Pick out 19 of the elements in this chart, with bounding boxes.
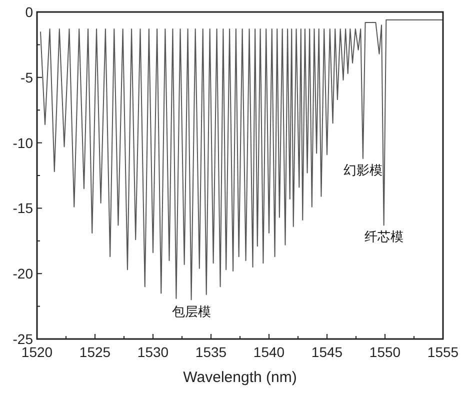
x-tick-label: 1550: [369, 344, 401, 360]
x-axis-title: Wavelength (nm): [183, 369, 297, 386]
x-tick-label: 1535: [195, 344, 227, 360]
annotation: 纤芯模: [364, 230, 404, 246]
annotation: 包层模: [172, 304, 211, 320]
x-tick-label: 1525: [79, 344, 111, 360]
x-tick-label: 1520: [21, 344, 53, 360]
y-tick-label: 0: [25, 4, 34, 20]
y-tick-label: -25: [12, 331, 34, 347]
y-tick-label: -20: [12, 266, 34, 282]
line-series: [40, 19, 444, 300]
annotation: 幻影模: [343, 163, 382, 178]
y-tick-label: -15: [12, 200, 34, 216]
y-tick-label: -5: [20, 69, 34, 86]
x-tick-label: 1540: [253, 344, 285, 360]
x-tick-label: 1530: [137, 344, 169, 360]
x-tick-label: 1545: [311, 344, 343, 360]
x-tick-label: 1555: [427, 344, 459, 360]
y-tick-label: -10: [12, 134, 34, 151]
